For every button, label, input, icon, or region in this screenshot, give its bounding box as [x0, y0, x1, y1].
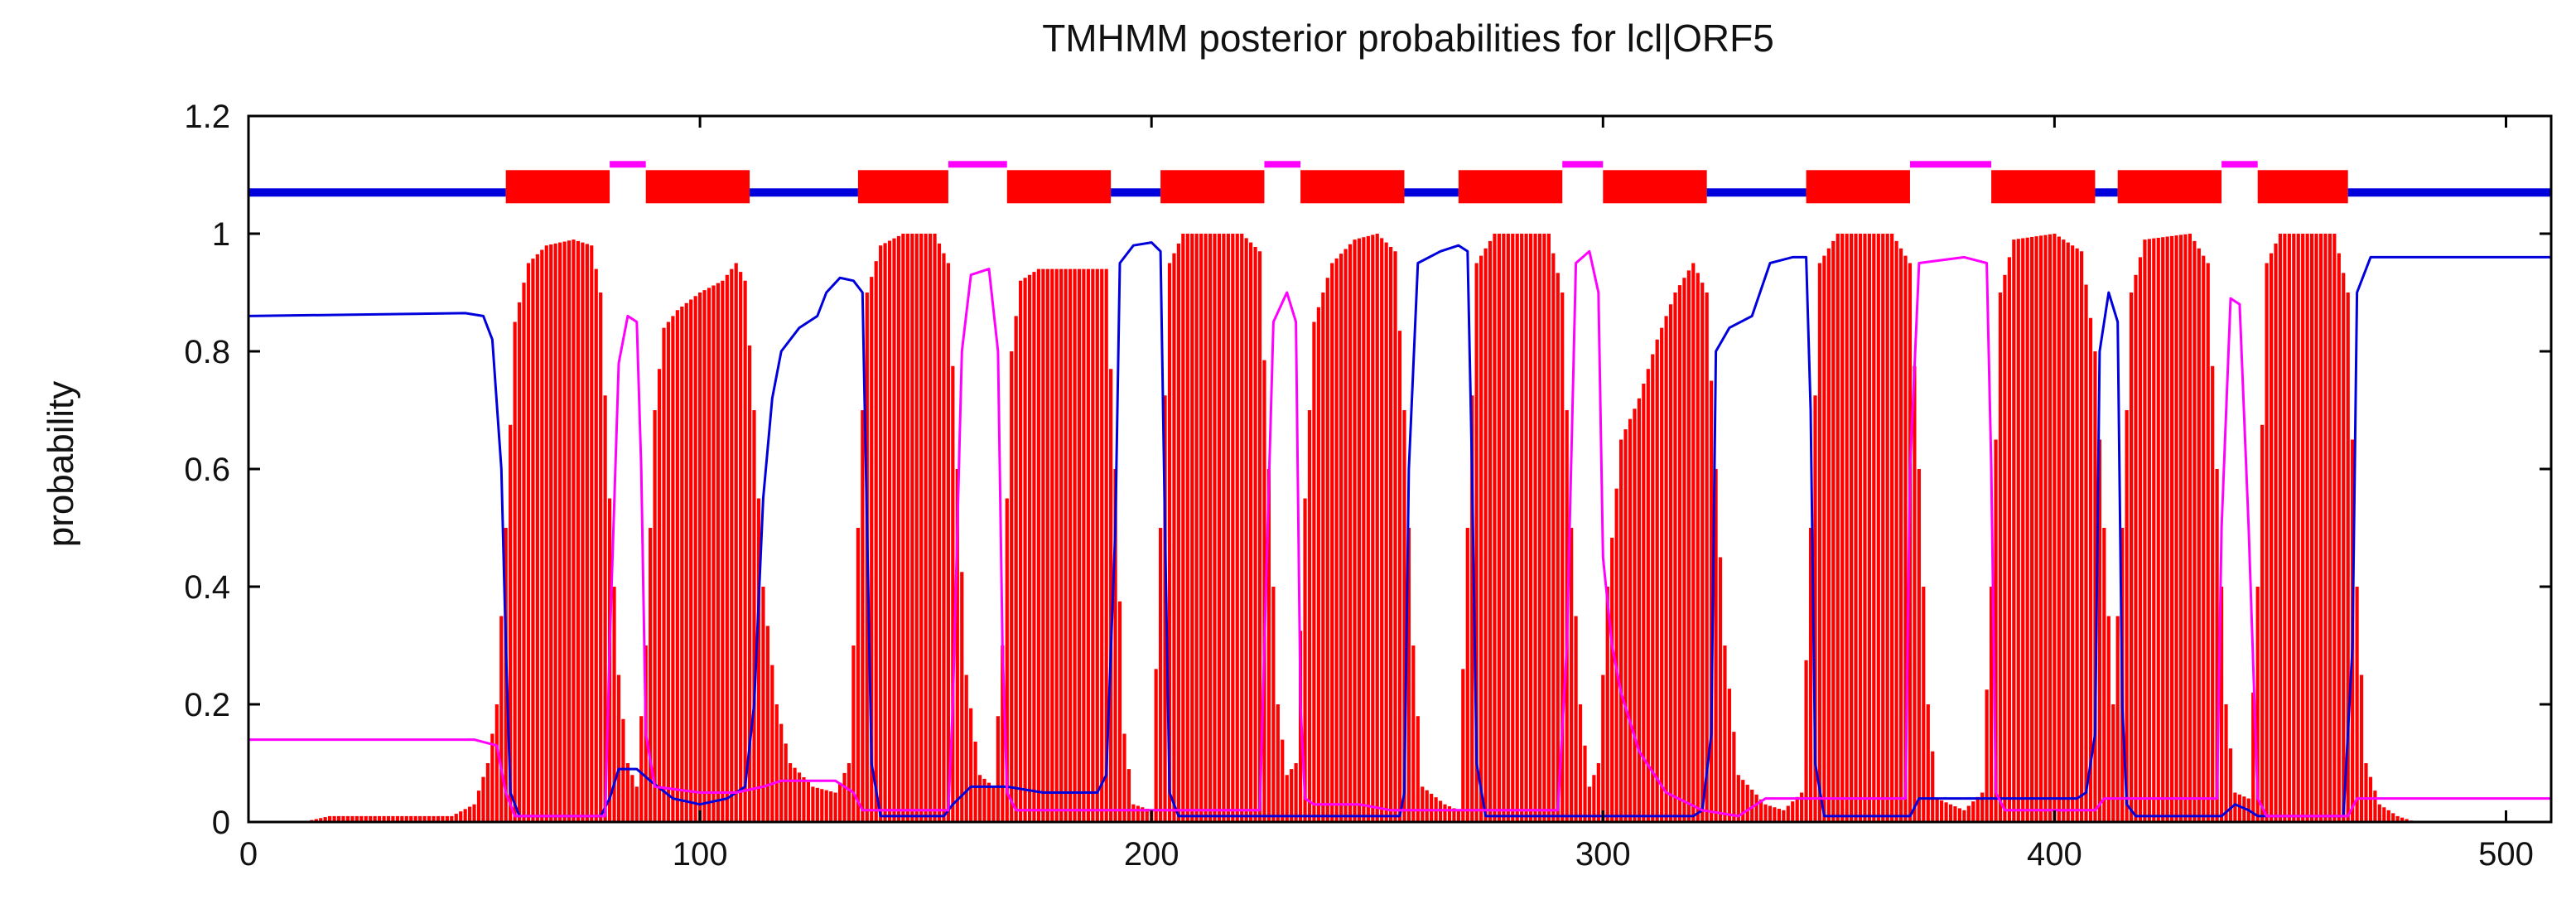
topology-tm-segment — [1160, 170, 1265, 204]
topology-outside-segment — [1909, 161, 1992, 168]
y-tick-label: 1 — [212, 216, 230, 253]
topology-tm-segment — [505, 170, 610, 204]
inside-probability-line — [248, 241, 2551, 818]
y-tick-label: 0.8 — [184, 334, 230, 370]
y-tick-label: 0.4 — [184, 569, 230, 606]
topology-tm-segment — [2257, 170, 2348, 204]
topology-tm-segment — [2117, 170, 2222, 204]
topology-outside-segment — [1562, 161, 1604, 168]
topology-outside-segment — [610, 161, 646, 168]
y-tick-label: 1.2 — [184, 99, 230, 135]
transmembrane-series — [305, 234, 2414, 822]
x-tick-label: 500 — [2478, 836, 2534, 873]
topology-tm-segment — [1300, 170, 1405, 204]
y-tick-label: 0.6 — [184, 452, 230, 488]
topology-tm-segment — [1603, 170, 1707, 204]
topology-tm-segment — [1006, 170, 1112, 204]
outside-probability-line — [248, 249, 2551, 818]
topology-tm-segment — [645, 170, 750, 204]
topology-outside-segment — [948, 161, 1007, 168]
topology-inside-segment — [750, 188, 858, 197]
topology-inside-segment — [1404, 188, 1459, 197]
topology-inside-segment — [248, 188, 506, 197]
y-tick-label: 0.2 — [184, 687, 230, 723]
x-tick-label: 400 — [2027, 836, 2082, 873]
topology-tm-segment — [1991, 170, 2096, 204]
x-tick-label: 300 — [1575, 836, 1631, 873]
y-axis-label: probability — [41, 381, 81, 548]
topology-tm-segment — [857, 170, 948, 204]
plot-area — [248, 161, 2551, 822]
topology-inside-segment — [1706, 188, 1807, 197]
axis-ticks: 0 100 200 300 400 500 0 0.2 0.4 0.6 0.8 1 1.2 — [184, 99, 2551, 873]
topology-tm-segment — [1806, 170, 1910, 204]
topology-outside-segment — [2221, 161, 2258, 168]
topology-inside-segment — [2347, 188, 2551, 197]
y-tick-label: 0 — [212, 805, 230, 841]
probability-lines — [248, 241, 2551, 818]
chart-title: TMHMM posterior probabilities for lcl|OR… — [1042, 17, 1774, 60]
x-tick-label: 100 — [673, 836, 728, 873]
topology-inside-segment — [1111, 188, 1161, 197]
topology-tm-segment — [1458, 170, 1563, 204]
topology-bar — [248, 161, 2551, 204]
x-tick-label: 0 — [239, 836, 258, 873]
x-tick-label: 200 — [1124, 836, 1179, 873]
topology-inside-segment — [2095, 188, 2118, 197]
topology-outside-segment — [1264, 161, 1301, 168]
